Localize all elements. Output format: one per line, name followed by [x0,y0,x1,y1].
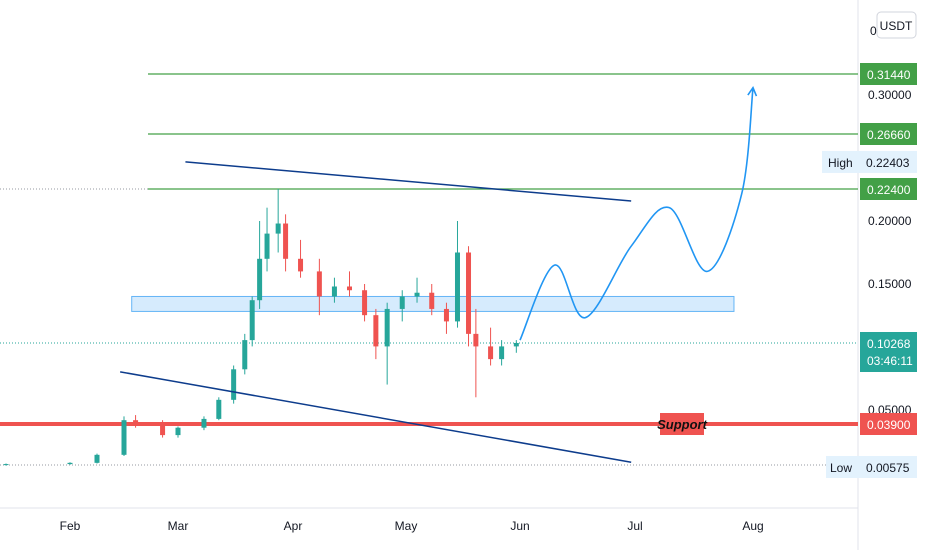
high-badge [822,150,917,173]
y-tick-label: 0.20000 [868,214,912,228]
candle-body [499,346,505,360]
x-tick-label: Jul [627,519,642,533]
candle-body [231,369,237,400]
candle-body [133,420,139,426]
x-tick-label: Mar [168,519,189,533]
candle-body [216,399,222,419]
y-tick-label: 0.15000 [868,277,912,291]
support-label-box [660,413,704,435]
candle-body [473,333,479,347]
candle-body [257,258,263,301]
candle-body [3,464,9,466]
candle-body [249,300,255,341]
candle-body [414,292,420,297]
support-label: Support [657,417,707,432]
x-tick-label: Apr [284,519,303,533]
price-level-label: 0.26660 [867,128,911,142]
candle-body [429,292,435,309]
candle-body [347,286,352,291]
candle-body [454,252,460,322]
high-label: High [828,156,853,170]
candle-body [175,427,181,436]
price-level-label: 0.03900 [867,418,911,432]
price-level-badge [860,178,917,200]
price-level-badge [860,63,917,85]
candle-body [242,340,248,370]
low-badge [826,456,917,478]
price-level-label: 0.22400 [867,183,911,197]
upper-trendline [185,161,632,202]
x-tick-label: Aug [742,519,763,533]
candle-body [513,343,519,347]
candle-body [275,223,281,234]
lower-trendline [120,371,632,463]
x-tick-label: May [395,519,418,533]
candle-body [488,346,494,360]
candle-body [121,420,127,455]
candle-body [283,223,289,259]
price-level-badge [860,123,917,145]
low-label: Low [830,461,852,475]
candle-body [201,418,207,428]
y-tick-label: 0.30000 [868,88,912,102]
candle-body [384,308,390,347]
projection-path [519,87,754,341]
price-level-badge [860,413,917,435]
candle-body [264,233,270,259]
candle-body [67,462,73,465]
candle-body [331,286,337,297]
currency-badge [876,11,917,39]
projection-arrowhead [747,86,758,97]
x-tick-label: Feb [60,519,81,533]
candle-body [373,315,379,347]
x-tick-label: Jun [510,519,529,533]
high-value: 0.22403 [866,156,910,170]
candle-body [316,271,322,297]
low-value: 0.00575 [866,461,910,475]
candle-body [298,258,304,272]
last-price-badge [860,332,917,372]
candle-body [443,308,449,322]
candle-body [160,425,166,436]
candle-body [466,252,472,334]
price-level-label: 0.31440 [867,68,911,82]
currency-label: USDT [880,19,913,33]
candle-body [399,296,405,309]
last-price-label: 0.10268 [867,337,911,351]
candle-body [362,290,368,316]
countdown-label: 03:46:11 [867,354,913,368]
candle-body [94,454,100,463]
y-tick-label-top: 0 [870,24,877,38]
